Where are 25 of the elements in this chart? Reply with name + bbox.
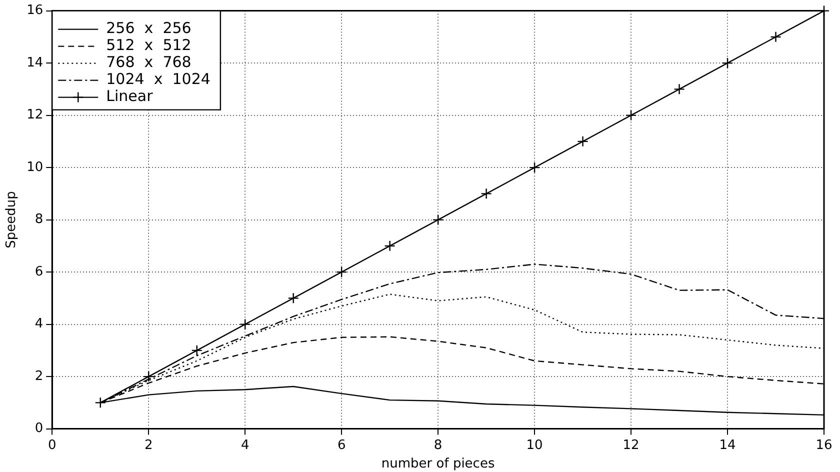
y-tick-label: 4 <box>34 316 44 332</box>
x-tick-label: 0 <box>48 438 56 453</box>
y-tick-label: 16 <box>26 3 44 18</box>
y-tick-label: 6 <box>34 264 44 280</box>
y-tick-label: 0 <box>34 421 44 436</box>
y-axis-title: Speedup <box>4 191 20 248</box>
x-axis-title: number of pieces <box>381 456 495 472</box>
x-tick-label: 6 <box>337 438 346 453</box>
legend-label: 512 x 512 <box>106 36 192 54</box>
legend-label: 768 x 768 <box>106 53 192 72</box>
x-tick-label: 10 <box>526 438 543 453</box>
legend-label: Linear <box>106 87 154 106</box>
x-tick-label: 16 <box>816 438 832 453</box>
x-tick-label: 8 <box>434 438 442 453</box>
x-tick-label: 12 <box>622 438 640 453</box>
legend-label: 256 x 256 <box>106 19 192 38</box>
y-tick-label: 10 <box>26 160 44 175</box>
x-tick-label: 4 <box>240 438 250 453</box>
legend-label: 1024 x 1024 <box>106 70 210 88</box>
x-tick-label: 14 <box>719 438 736 453</box>
y-tick-label: 8 <box>34 212 44 228</box>
y-tick-label: 14 <box>26 55 44 70</box>
x-tick-label: 2 <box>144 438 153 453</box>
y-tick-label: 12 <box>26 108 44 123</box>
y-tick-label: 2 <box>34 368 44 384</box>
